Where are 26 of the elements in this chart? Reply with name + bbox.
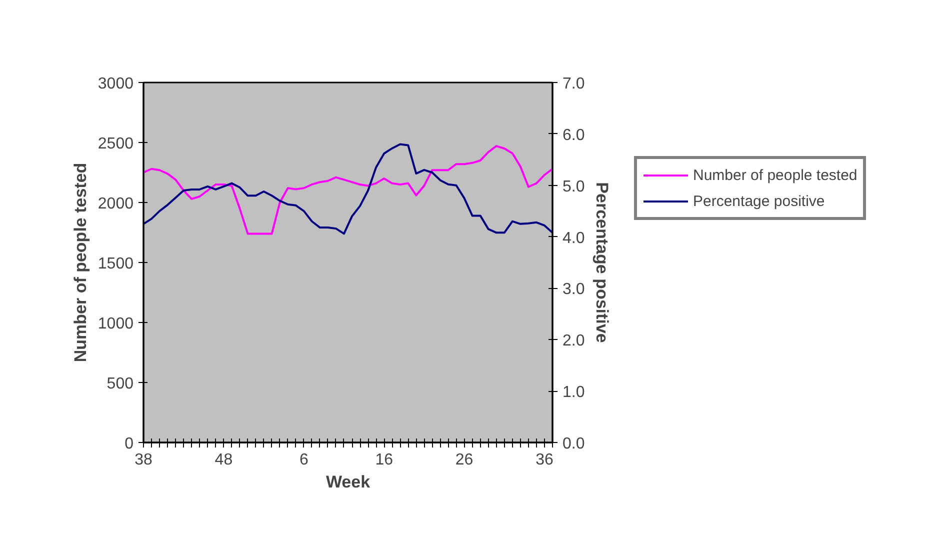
y2-tick-label: 4.0 (562, 230, 585, 247)
y2-tick-label: 0.0 (562, 436, 585, 452)
x-tick-label: 26 (455, 452, 474, 468)
y-tick-label: 2000 (98, 196, 134, 212)
y-tick-label: 500 (106, 376, 134, 392)
y-tick-label: 1500 (98, 256, 134, 272)
x-tick-label: 16 (375, 452, 394, 468)
y2-tick-label: 5.0 (562, 178, 585, 196)
x-tick-label: 36 (536, 452, 554, 468)
legend-label: Number of people tested (693, 166, 858, 184)
y2-tick-label: 1.0 (562, 384, 585, 402)
legend-label: Percentage positive (693, 192, 825, 210)
x-tick-label: 38 (134, 452, 152, 468)
y-tick-label: 0 (124, 436, 134, 452)
y2-axis-title: Percentage positive (592, 182, 612, 343)
y-axis-title: Number of people tested (70, 162, 90, 362)
y2-tick-label: 7.0 (562, 76, 585, 92)
y2-tick-label: 2.0 (562, 332, 585, 350)
x-tick-label: 6 (299, 452, 308, 468)
y-tick-label: 3000 (98, 76, 134, 92)
y-tick-label: 1000 (98, 316, 134, 332)
y2-tick-label: 3.0 (562, 281, 585, 298)
y2-tick-label: 6.0 (562, 126, 585, 144)
x-axis-title: Week (326, 472, 371, 492)
y-tick-label: 2500 (98, 136, 134, 152)
x-tick-label: 48 (214, 452, 233, 468)
